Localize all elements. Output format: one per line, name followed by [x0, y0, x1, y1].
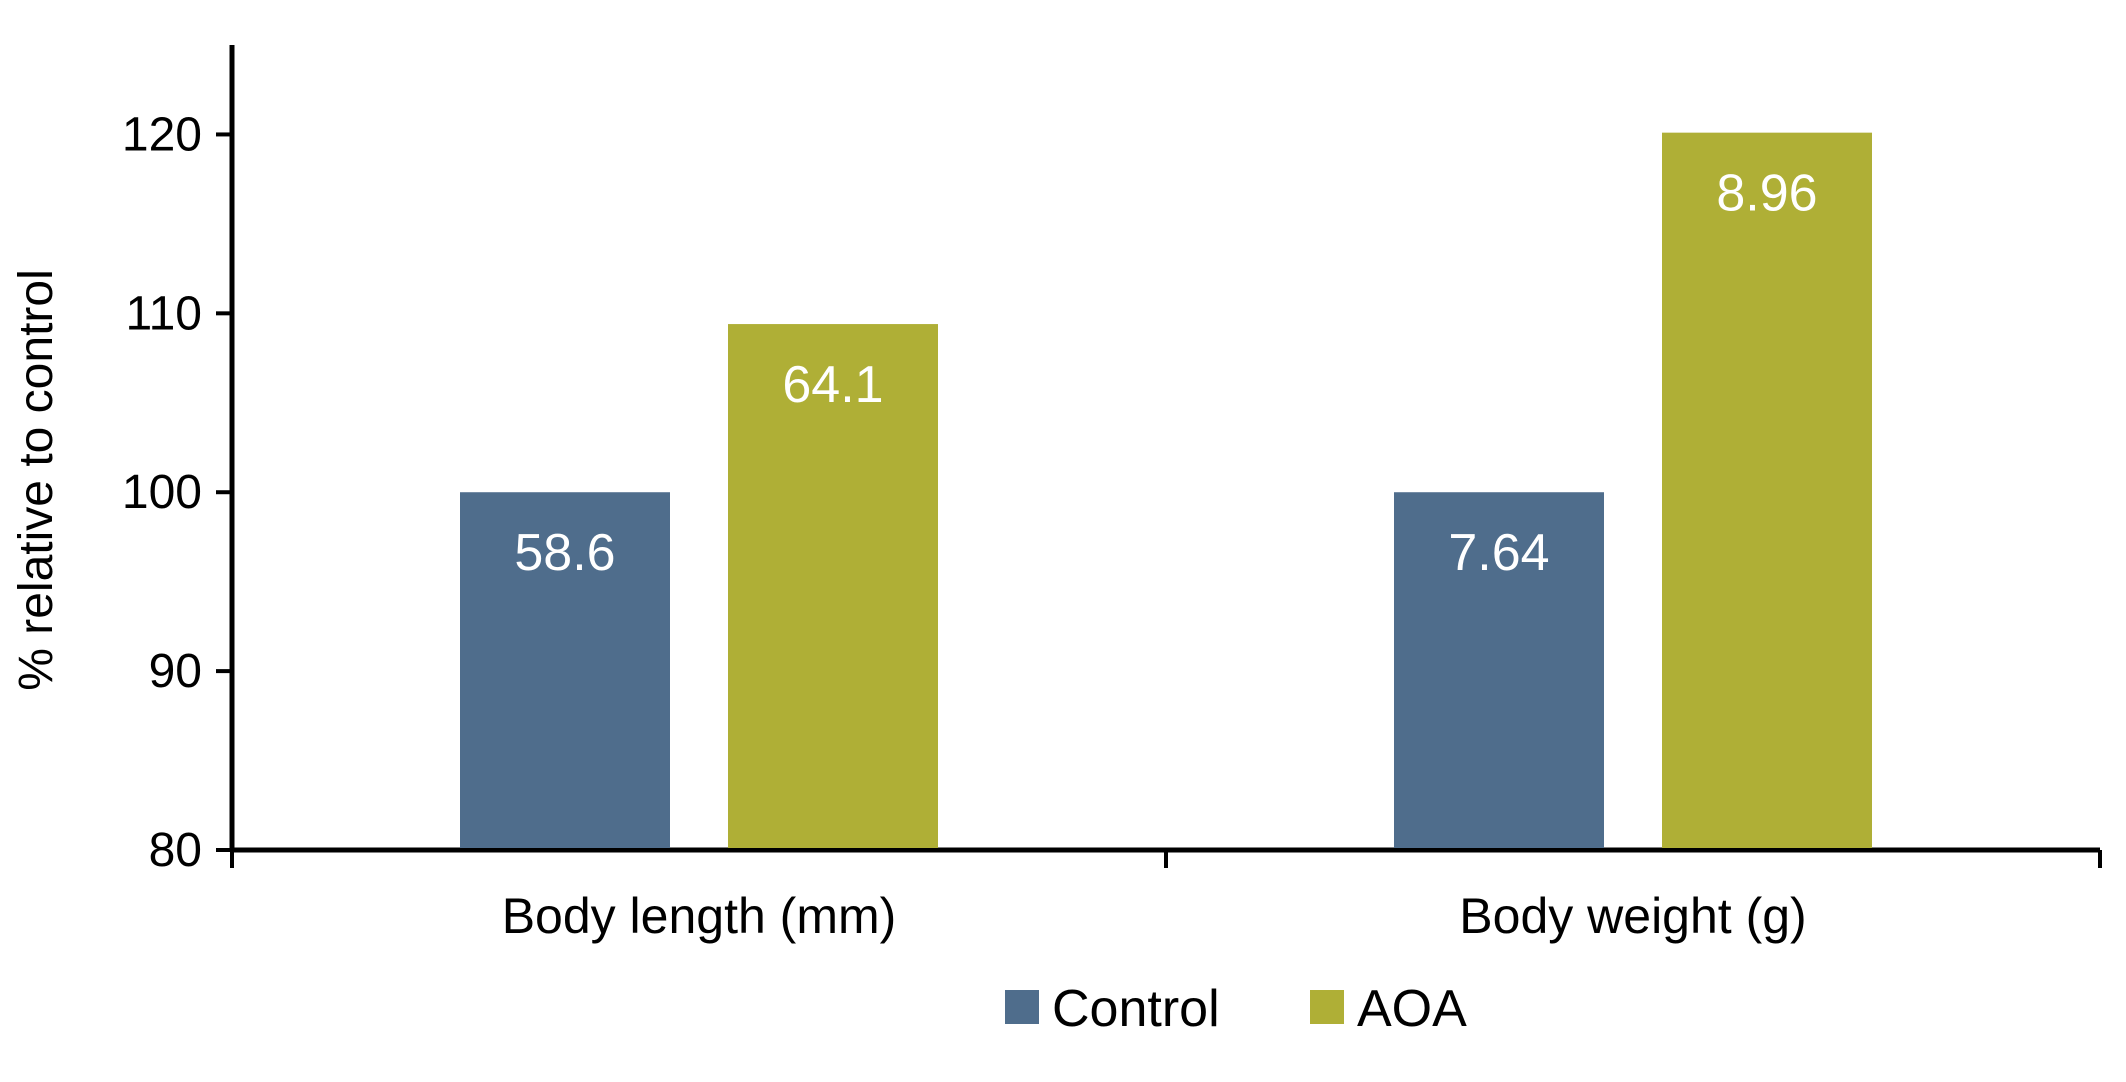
legend: Control AOA	[1005, 980, 1467, 1038]
legend-swatch-aoa	[1310, 990, 1344, 1024]
bar-control-0	[460, 492, 670, 848]
y-tick-label: 110	[125, 287, 202, 340]
legend-label-control: Control	[1052, 980, 1220, 1038]
data-labels: 58.6 64.1 7.64 8.96	[514, 165, 1817, 583]
bars	[460, 132, 1872, 849]
data-label: 64.1	[782, 356, 883, 414]
bar-control-1	[1394, 492, 1604, 848]
category-label: Body weight (g)	[1459, 888, 1806, 944]
legend-swatch-control	[1005, 990, 1039, 1024]
category-labels: Body length (mm) Body weight (g)	[502, 888, 1807, 944]
data-label: 8.96	[1716, 165, 1817, 223]
legend-label-aoa: AOA	[1357, 980, 1467, 1038]
y-tick-label: 100	[122, 466, 202, 519]
y-ticks: 80 90 100 110 120	[122, 108, 232, 877]
data-label: 58.6	[514, 524, 615, 582]
y-tick-label: 80	[149, 824, 202, 877]
x-ticks	[230, 850, 2102, 868]
data-label: 7.64	[1448, 524, 1549, 582]
y-axis-title: % relative to control	[10, 269, 63, 691]
y-tick-label: 90	[149, 645, 202, 698]
y-tick-label: 120	[122, 108, 202, 161]
bar-aoa-0	[728, 324, 938, 849]
bar-aoa-1	[1662, 132, 1872, 849]
category-label: Body length (mm)	[502, 888, 897, 944]
